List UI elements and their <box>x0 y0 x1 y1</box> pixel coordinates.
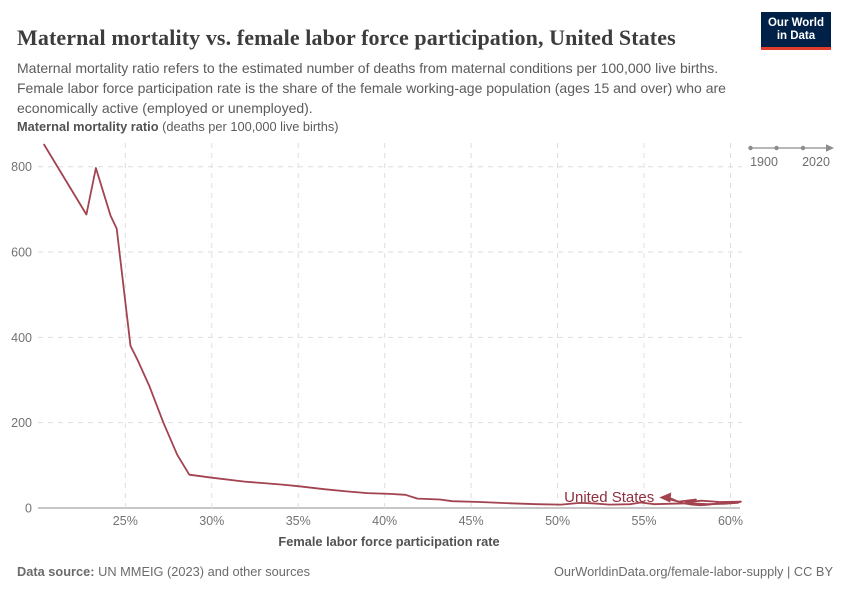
y-tick-label: 0 <box>25 502 32 516</box>
chart-subtitle: Maternal mortality ratio refers to the e… <box>17 60 726 116</box>
annotation-arrowhead-icon <box>659 492 672 503</box>
timeline-indicator: 1900 2020 <box>748 144 834 169</box>
y-tick-label: 200 <box>11 416 32 430</box>
y-axis-title-units: (deaths per 100,000 live births) <box>158 119 339 134</box>
page-title: Maternal mortality vs. female labor forc… <box>17 24 676 50</box>
timeline-end-year: 2020 <box>802 155 830 169</box>
y-axis-title-main: Maternal mortality ratio <box>17 119 159 134</box>
x-axis-title: Female labor force participation rate <box>278 534 500 549</box>
y-axis-title: Maternal mortality ratio (deaths per 100… <box>17 119 338 134</box>
annotation-arrow <box>669 497 719 507</box>
x-tick-label: 60% <box>718 514 743 528</box>
timeline-dot <box>800 145 806 151</box>
y-tick-label: 600 <box>11 246 32 260</box>
data-source-label: Data source: <box>17 564 95 579</box>
timeline-start-year: 1900 <box>750 155 778 169</box>
x-tick-label: 25% <box>113 514 138 528</box>
y-tick-label: 800 <box>11 160 32 174</box>
owid-logo-line1: Our World <box>767 17 824 29</box>
timeline-dot <box>748 145 753 151</box>
y-tick-label: 400 <box>11 331 32 345</box>
footer: Data source: UN MMEIG (2023) and other s… <box>17 564 833 579</box>
x-tick-label: 40% <box>372 514 397 528</box>
series-label-united-states: United States <box>564 489 654 506</box>
timeline-dot <box>774 145 779 151</box>
x-tick-label: 35% <box>286 514 311 528</box>
owid-logo-line2: in Data <box>776 30 816 42</box>
owid-logo[interactable]: Our World in Data <box>760 12 831 50</box>
x-tick-label: 55% <box>632 514 657 528</box>
united-states-line <box>43 143 742 506</box>
timeline-arrowhead-icon <box>826 144 834 152</box>
x-tick-label: 45% <box>459 514 484 528</box>
data-source-text: UN MMEIG (2023) and other sources <box>94 564 311 579</box>
data-source-note: Data source: UN MMEIG (2023) and other s… <box>17 564 310 579</box>
x-tick-label: 30% <box>199 514 224 528</box>
x-tick-label: 50% <box>545 514 570 528</box>
footer-url[interactable]: OurWorldinData.org/female-labor-supply |… <box>553 564 833 579</box>
